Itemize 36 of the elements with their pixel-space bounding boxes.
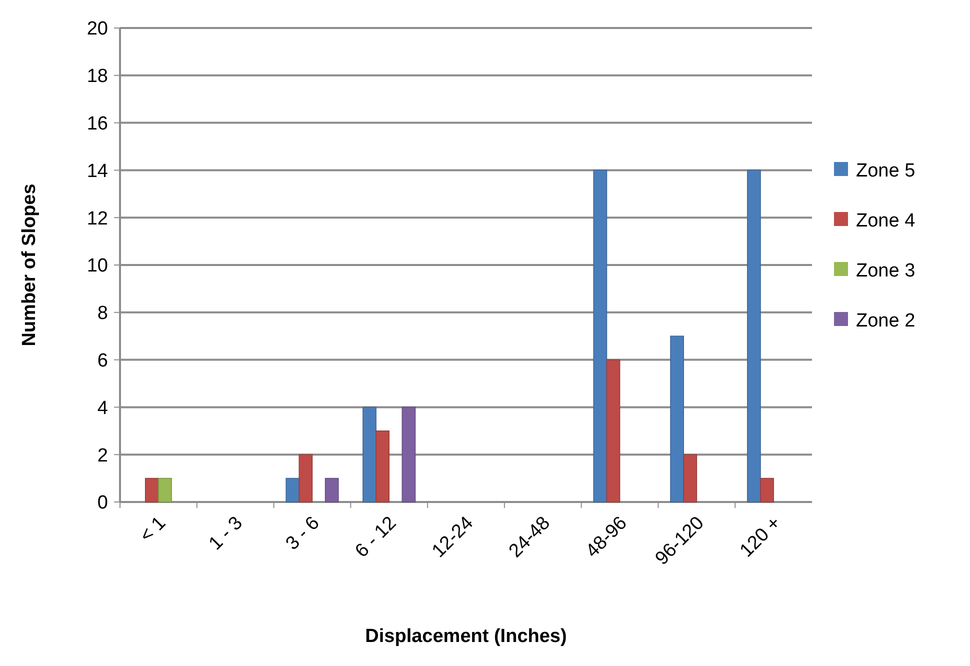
bar [760,478,774,502]
bar [144,478,159,502]
x-tick-label: 6 - 12 [351,512,401,562]
x-tick-label: < 1 [136,512,170,547]
bar [683,454,698,502]
y-tick-label: 10 [86,256,108,277]
bar [286,478,300,502]
bar [747,170,761,502]
legend-label: Zone 4 [856,210,916,232]
x-tick-label: 1 - 3 [205,512,247,554]
y-tick-label: 8 [97,303,108,324]
y-axis-title: Number of Slopes [19,184,40,346]
y-tick-label: 4 [97,398,108,419]
x-tick-label: 3 - 6 [282,512,324,554]
legend-label: Zone 5 [856,160,916,182]
bar [670,336,684,502]
y-tick-label: 0 [97,492,108,514]
bar [593,170,608,502]
bar [606,359,620,502]
y-tick-label: 2 [97,445,108,466]
y-tick-label: 12 [86,208,108,230]
bar [376,430,390,502]
y-tick-label: 16 [86,113,108,134]
y-tick-label: 18 [86,66,108,88]
bar [298,454,313,502]
x-tick-label: 120 + [736,512,786,562]
bar [158,478,172,502]
y-tick-label: 20 [86,18,108,40]
legend-label: Zone 3 [856,260,916,282]
x-axis-title: Displacement (Inches) [365,626,567,647]
bar [402,406,416,502]
bar [324,478,339,502]
y-tick-label: 14 [86,160,108,182]
y-tick-label: 6 [97,350,108,372]
legend-label: Zone 2 [856,310,916,332]
bar [362,406,376,502]
